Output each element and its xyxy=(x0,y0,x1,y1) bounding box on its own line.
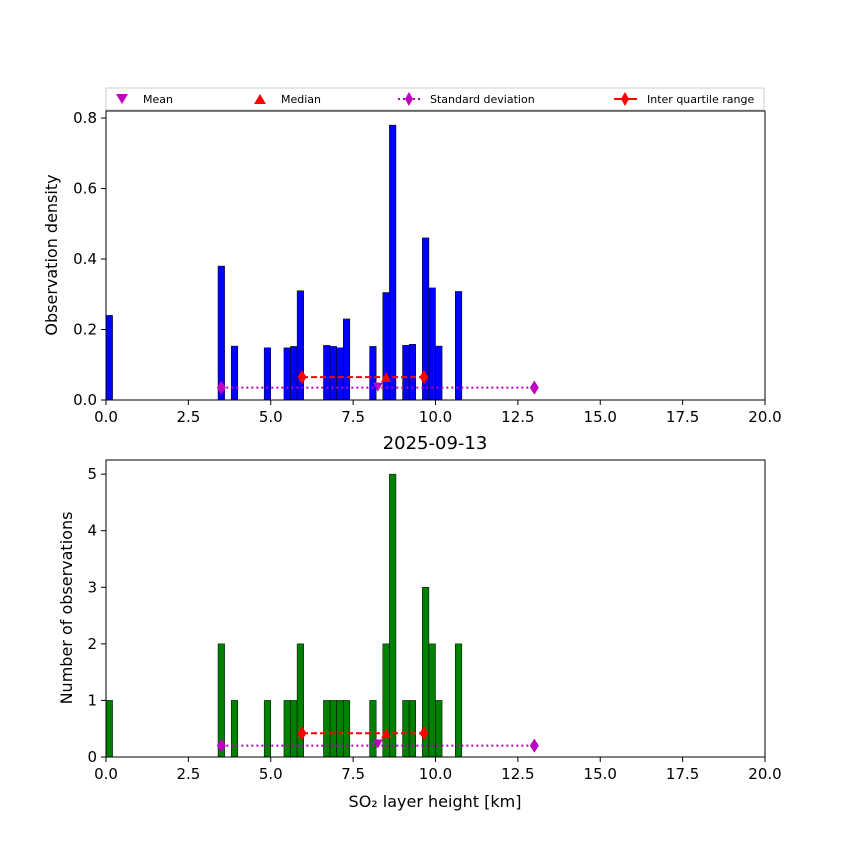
bottom-bar xyxy=(369,700,377,758)
top-x-tick-label: 12.5 xyxy=(501,408,534,426)
bottom-bar xyxy=(382,643,390,758)
top-bar xyxy=(263,347,272,401)
x-axis-label: SO₂ layer height [km] xyxy=(349,792,522,811)
bottom-bar xyxy=(455,643,463,758)
top-chart-panel: Observation density 0.0 2.5 5.0 7.5 10.0 12.5… xyxy=(42,109,782,426)
top-y-tick-label: 0.0 xyxy=(73,391,97,409)
bottom-x-tick-label: 0.0 xyxy=(94,765,118,783)
top-y-tick-label: 0.8 xyxy=(73,109,97,127)
legend-median-label: Median xyxy=(281,93,321,106)
legend-item-std: Standard deviation xyxy=(398,92,535,106)
bottom-bar xyxy=(290,700,298,758)
bottom-iqr-marker xyxy=(297,726,307,741)
bottom-bar xyxy=(323,700,331,758)
bottom-x-tick-label: 15.0 xyxy=(584,765,617,783)
bottom-bar xyxy=(389,473,397,758)
bottom-bar xyxy=(336,700,344,758)
top-std-marker xyxy=(216,380,226,395)
top-iqr-marker xyxy=(297,370,307,385)
top-bar xyxy=(230,345,239,401)
top-x-tick-label: 0.0 xyxy=(94,408,118,426)
bottom-y-tick-label: 0 xyxy=(87,748,97,766)
top-bar xyxy=(323,345,331,401)
top-x-tick-label: 10.0 xyxy=(419,408,452,426)
top-x-tick-label: 7.5 xyxy=(341,408,365,426)
bottom-bar xyxy=(105,700,113,758)
top-mean-marker xyxy=(372,382,383,392)
top-iqr-marker xyxy=(419,370,429,385)
top-y-tick-label: 0.6 xyxy=(73,180,97,198)
bottom-mean-marker xyxy=(372,739,383,749)
bottom-bar xyxy=(296,643,304,758)
legend-iqr-label: Inter quartile range xyxy=(647,93,754,106)
top-bar xyxy=(389,124,397,401)
bottom-x-tick-label: 17.5 xyxy=(666,765,699,783)
bottom-y-tick-label: 5 xyxy=(87,465,97,483)
legend-item-median: Median xyxy=(254,93,321,106)
bottom-y-tick-label: 4 xyxy=(87,522,97,540)
bottom-bar xyxy=(435,700,443,758)
bottom-y-tick-label: 2 xyxy=(87,635,97,653)
bottom-chart-title: 2025-09-13 xyxy=(383,433,488,454)
top-bar xyxy=(402,345,410,401)
top-std-marker xyxy=(529,380,539,395)
legend-item-mean: Mean xyxy=(116,93,173,106)
legend: Mean Median Standard deviation Inter qua… xyxy=(105,87,765,111)
bottom-bar xyxy=(428,643,436,758)
top-x-tick-label: 5.0 xyxy=(259,408,283,426)
bottom-iqr-marker xyxy=(419,726,429,741)
top-median-marker xyxy=(381,372,392,383)
legend-item-iqr: Inter quartile range xyxy=(614,92,754,106)
bottom-bar xyxy=(329,700,337,758)
top-bar xyxy=(435,345,443,401)
top-x-tick-label: 2.5 xyxy=(176,408,200,426)
bottom-bar xyxy=(342,700,351,758)
top-bar xyxy=(408,344,416,401)
bottom-bar xyxy=(402,700,410,758)
bottom-x-tick-label: 12.5 xyxy=(501,765,534,783)
top-bar xyxy=(105,315,113,401)
legend-frame xyxy=(105,87,765,111)
legend-std-label: Standard deviation xyxy=(430,93,535,106)
bottom-x-tick-label: 2.5 xyxy=(176,765,200,783)
top-bar xyxy=(428,287,436,401)
top-bar xyxy=(217,265,225,401)
top-x-tick-label: 20.0 xyxy=(748,408,781,426)
legend-mean-marker xyxy=(116,94,128,104)
bottom-std-marker xyxy=(529,738,539,753)
legend-iqr-marker xyxy=(621,92,629,106)
bottom-x-tick-label: 10.0 xyxy=(419,765,452,783)
bottom-bar xyxy=(283,700,291,758)
bottom-median-marker xyxy=(381,728,392,739)
top-y-tick-label: 0.2 xyxy=(73,321,97,339)
top-bar xyxy=(336,347,344,401)
top-x-tick-label: 17.5 xyxy=(666,408,699,426)
top-bar xyxy=(382,292,390,401)
top-bar xyxy=(369,346,377,401)
bottom-y-tick-label: 1 xyxy=(87,691,97,709)
top-x-tick-label: 15.0 xyxy=(584,408,617,426)
bottom-std-marker xyxy=(216,738,226,753)
bottom-y-axis-label: Number of observations xyxy=(57,512,76,705)
top-bar xyxy=(329,346,337,401)
top-bar xyxy=(296,290,304,401)
top-bar xyxy=(283,347,291,401)
bottom-x-tick-label: 5.0 xyxy=(259,765,283,783)
top-bar xyxy=(290,346,298,401)
bottom-bar xyxy=(263,700,272,758)
top-bar xyxy=(455,291,463,401)
bottom-chart-panel: 2025-09-13 Number of observations SO₂ la… xyxy=(57,433,782,811)
top-y-tick-label: 0.4 xyxy=(73,250,97,268)
legend-std-marker xyxy=(405,92,413,106)
legend-median-marker xyxy=(254,94,266,104)
bottom-x-tick-label: 20.0 xyxy=(748,765,781,783)
legend-mean-label: Mean xyxy=(143,93,173,106)
bottom-x-tick-label: 7.5 xyxy=(341,765,365,783)
bottom-bar xyxy=(408,700,416,758)
bottom-bar xyxy=(230,700,239,758)
top-y-axis-label: Observation density xyxy=(42,174,61,335)
bottom-y-tick-label: 3 xyxy=(87,578,97,596)
